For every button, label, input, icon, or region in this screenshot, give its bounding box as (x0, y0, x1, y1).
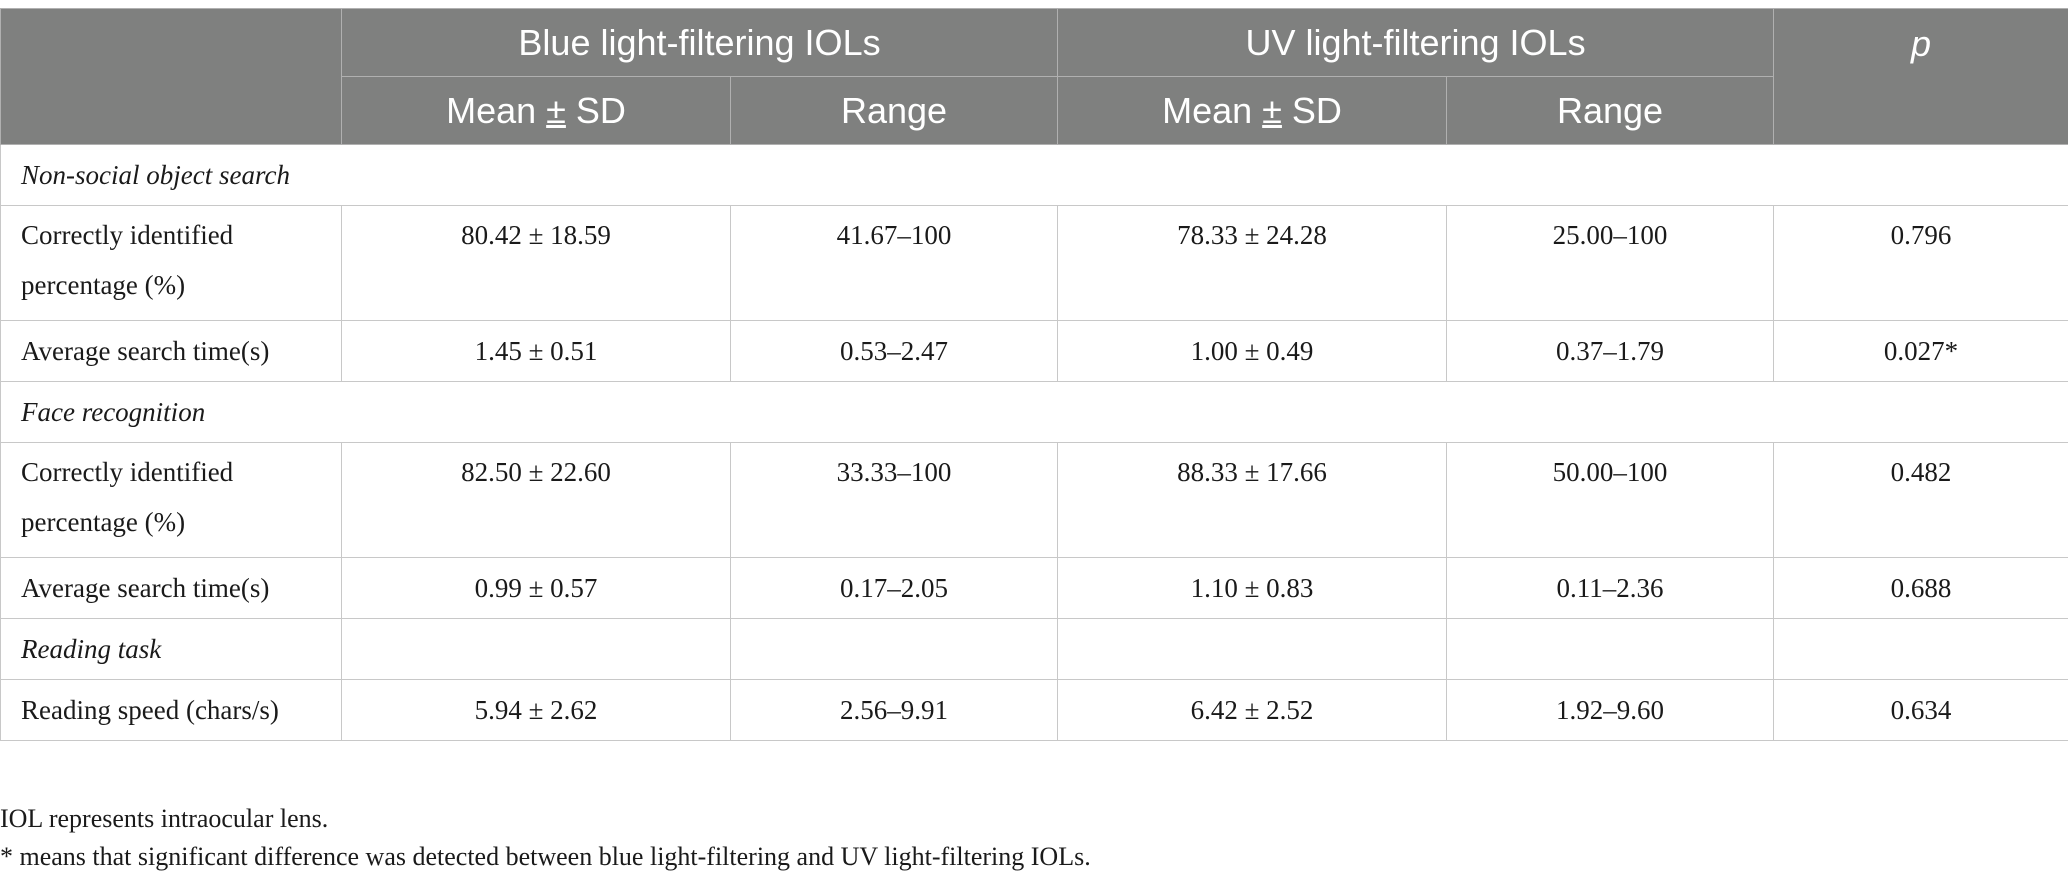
row-label: Correctly identified percentage (%) (0, 442, 342, 558)
section-row: Reading task (0, 618, 2068, 680)
cell-uv-mean-sd: 1.00 ± 0.49 (1057, 320, 1448, 382)
cell-blue-range: 33.33–100 (729, 442, 1059, 558)
table-row: Reading speed (chars/s) 5.94 ± 2.62 2.56… (0, 679, 2068, 741)
header-empty-corner (0, 8, 342, 145)
section-title: Reading task (0, 618, 342, 680)
cell-blue-range: 0.17–2.05 (729, 557, 1059, 619)
cell-uv-range: 0.37–1.79 (1446, 320, 1775, 382)
cell-blue-range: 2.56–9.91 (729, 679, 1059, 741)
cell-uv-mean-sd: 1.10 ± 0.83 (1057, 557, 1448, 619)
footnotes: IOL represents intraocular lens. * means… (0, 800, 1091, 876)
row-label: Correctly identified percentage (%) (0, 205, 342, 321)
cell-blue-mean-sd: 0.99 ± 0.57 (341, 557, 731, 619)
cell-p-value: 0.634 (1773, 679, 2068, 741)
footnote-iol-definition: IOL represents intraocular lens. (0, 804, 329, 833)
header-blue-mean-sd: Mean ± SD (341, 76, 731, 145)
header-uv-mean-sd: Mean ± SD (1057, 76, 1448, 145)
cell-p-value: 0.688 (1773, 557, 2068, 619)
footnote-significance: * means that significant difference was … (0, 842, 1091, 871)
cell-p-value: 0.482 (1773, 442, 2068, 558)
plus-minus-symbol: ± (1262, 89, 1282, 131)
results-table: Blue light-filtering IOLs UV light-filte… (0, 8, 2068, 741)
row-label: Average search time(s) (0, 320, 342, 382)
mean-sd-suffix: SD (1281, 89, 1342, 131)
cell-uv-range: 1.92–9.60 (1446, 679, 1775, 741)
cell-blue-range: 0.53–2.47 (729, 320, 1059, 382)
cell-p-value: 0.027* (1773, 320, 2068, 382)
table-body: Non-social object search Correctly ident… (0, 144, 2068, 741)
cell-uv-range: 50.00–100 (1446, 442, 1775, 558)
header-p-value: p (1773, 8, 2068, 145)
section-title: Face recognition (0, 381, 2068, 443)
cell-uv-mean-sd: 88.33 ± 17.66 (1057, 442, 1448, 558)
table-row: Average search time(s) 1.45 ± 0.51 0.53–… (0, 320, 2068, 382)
table-header: Blue light-filtering IOLs UV light-filte… (0, 8, 2068, 145)
cell-blue-mean-sd: 80.42 ± 18.59 (341, 205, 731, 321)
section-title: Non-social object search (0, 144, 2068, 206)
cell-uv-mean-sd: 78.33 ± 24.28 (1057, 205, 1448, 321)
table-row: Average search time(s) 0.99 ± 0.57 0.17–… (0, 557, 2068, 619)
mean-sd-suffix: SD (565, 89, 626, 131)
cell-blue-range: 41.67–100 (729, 205, 1059, 321)
mean-sd-prefix: Mean (1162, 89, 1263, 131)
empty-cell (341, 618, 731, 680)
cell-uv-range: 25.00–100 (1446, 205, 1775, 321)
cell-p-value: 0.796 (1773, 205, 2068, 321)
plus-minus-symbol: ± (546, 89, 566, 131)
header-group-blue: Blue light-filtering IOLs (340, 8, 1059, 77)
row-label: Reading speed (chars/s) (0, 679, 342, 741)
empty-cell (1773, 618, 2068, 680)
empty-cell (1057, 618, 1448, 680)
section-row: Non-social object search (0, 144, 2068, 206)
empty-cell (1446, 618, 1775, 680)
header-uv-range: Range (1446, 76, 1775, 145)
header-row-stats: Mean ± SD Range Mean ± SD Range (1, 76, 2068, 145)
cell-uv-range: 0.11–2.36 (1446, 557, 1775, 619)
empty-cell (729, 618, 1059, 680)
header-row-groups: Blue light-filtering IOLs UV light-filte… (0, 8, 2068, 145)
cell-blue-mean-sd: 5.94 ± 2.62 (341, 679, 731, 741)
table-row: Correctly identified percentage (%) 82.5… (0, 442, 2068, 558)
section-row: Face recognition (0, 381, 2068, 443)
table-row: Correctly identified percentage (%) 80.4… (0, 205, 2068, 321)
header-blue-range: Range (729, 76, 1059, 145)
header-group-uv: UV light-filtering IOLs (1057, 8, 1775, 77)
cell-blue-mean-sd: 82.50 ± 22.60 (341, 442, 731, 558)
cell-uv-mean-sd: 6.42 ± 2.52 (1057, 679, 1448, 741)
row-label: Average search time(s) (0, 557, 342, 619)
cell-blue-mean-sd: 1.45 ± 0.51 (341, 320, 731, 382)
mean-sd-prefix: Mean (446, 89, 547, 131)
